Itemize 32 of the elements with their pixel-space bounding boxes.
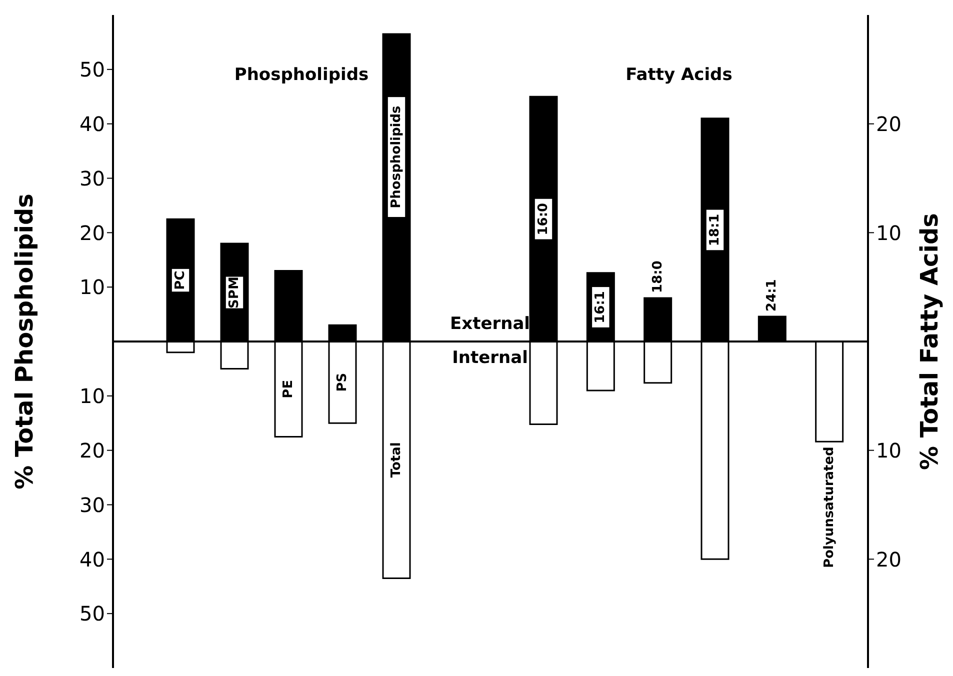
y-tick-label: 20: [80, 220, 105, 245]
y2-axis-title: % Total Fatty Acids: [916, 213, 944, 470]
annotation: Phospholipids: [389, 105, 404, 208]
x-tick-label: 18:0: [650, 260, 666, 293]
y-tick-label: 20: [80, 438, 105, 462]
y2-tick-label: 20: [876, 547, 902, 572]
y2-tick-label: 10: [876, 220, 902, 245]
x-tick-label: Total: [389, 442, 404, 478]
x-tick-label: 24:1: [764, 279, 780, 312]
text: External: [448, 314, 532, 334]
y-tick-label: 50: [80, 58, 105, 82]
y-tick-label: 40: [80, 112, 105, 136]
y-tick-label: 40: [80, 547, 105, 572]
y2-tick-label: 10: [876, 438, 902, 462]
x-tick-label: 16:1: [593, 291, 608, 324]
x-tick-label: PS: [335, 372, 350, 392]
text: Internal: [451, 348, 529, 368]
x-tick-label: 18:1: [708, 214, 722, 246]
x-tick-label: Polyunsaturated: [822, 446, 837, 568]
x-tick-label: SPM: [227, 276, 242, 308]
y2-tick-label: 20: [876, 112, 902, 136]
y-tick-label: 30: [80, 166, 105, 190]
text: Fatty Acids: [624, 65, 734, 85]
x-tick-label: PC: [173, 270, 188, 290]
text: Phospholipids: [233, 65, 370, 85]
y-tick-label: 30: [80, 492, 105, 517]
y-tick-label: 10: [80, 275, 105, 300]
y-tick-label: 10: [80, 384, 105, 408]
x-tick-label: 16:0: [536, 202, 551, 236]
y-axis-title: % Total Phospholipids: [10, 194, 39, 490]
x-tick-label: PE: [281, 380, 296, 398]
y-tick-label: 50: [80, 602, 105, 626]
